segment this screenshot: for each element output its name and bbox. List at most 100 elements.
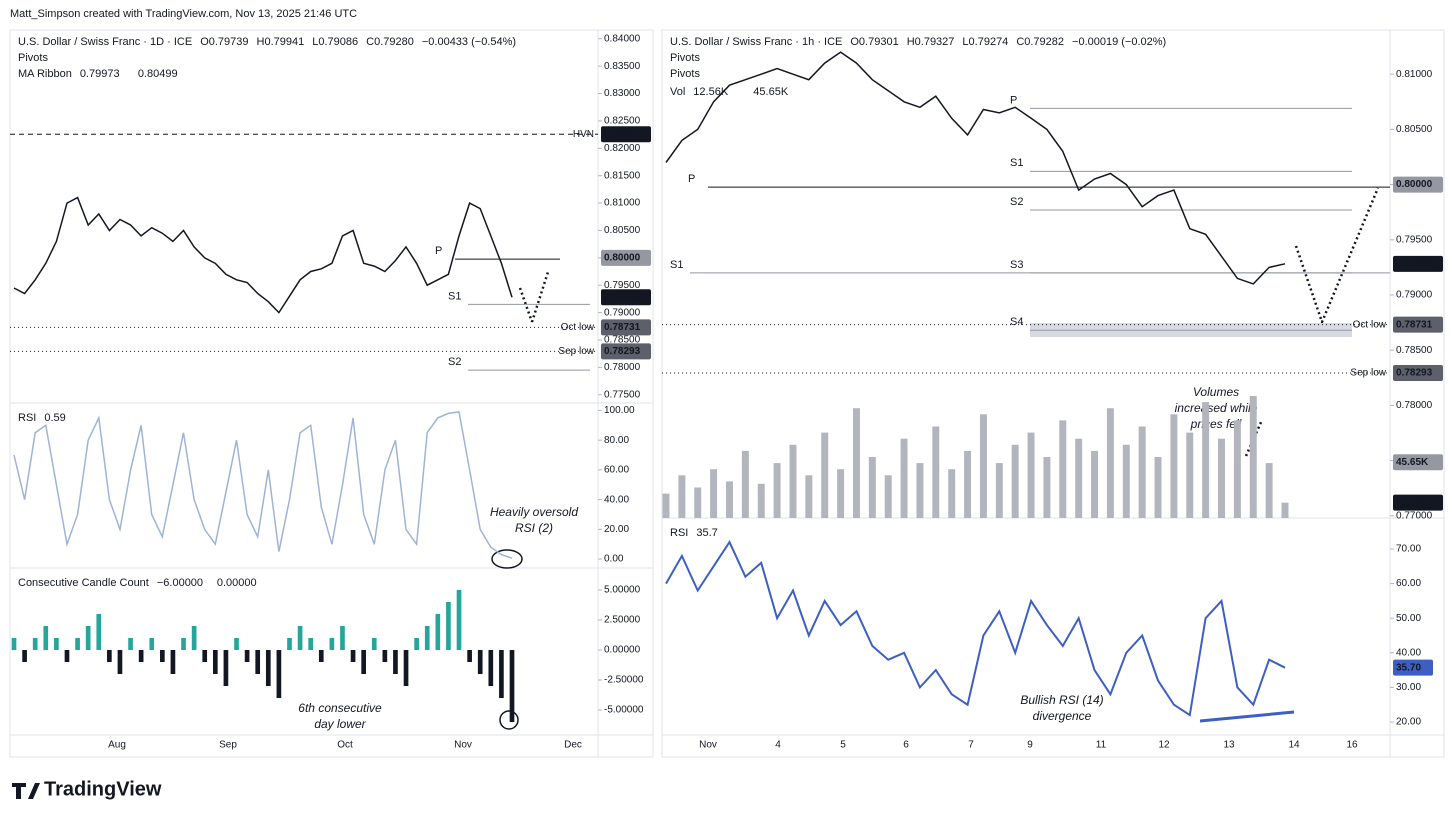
annotation: prices fell: [1190, 417, 1242, 431]
bar: [22, 649, 27, 663]
annotation: 6th consecutive: [298, 701, 382, 715]
logo-mark: [12, 783, 40, 799]
bar: [1154, 457, 1162, 518]
price-label: 45.65K: [1396, 457, 1429, 468]
bar: [837, 469, 845, 518]
y-tick-label: 0.80500: [1396, 124, 1433, 135]
y-tick-label: 0.78000: [604, 362, 641, 373]
bar: [1091, 450, 1099, 518]
pivot-label: S1: [448, 290, 461, 302]
x-tick-label: 5: [840, 740, 846, 751]
bar: [884, 475, 892, 518]
price-label-box: [601, 289, 651, 306]
bar: [223, 649, 229, 687]
bar: [757, 483, 765, 518]
y-tick-label: 0.00: [604, 554, 624, 565]
annotation: divergence: [1033, 709, 1092, 723]
legend-value: 0.00000: [217, 577, 257, 589]
bar: [308, 637, 314, 650]
bar: [170, 649, 176, 675]
legend-ohlc: C0.79282: [1016, 36, 1064, 48]
pivot-label: S4: [1010, 316, 1023, 328]
bar: [212, 649, 218, 675]
legend-ohlc: L0.79086: [312, 36, 358, 48]
arrow: [518, 271, 550, 323]
price-line: [665, 540, 1286, 717]
x-tick-label: 9: [1027, 740, 1033, 751]
bar: [54, 637, 59, 650]
pivot-label: S1: [670, 259, 683, 271]
legend-name: RSI: [18, 412, 36, 424]
legend-ohlc: C0.79280: [366, 36, 414, 48]
y-tick-label: 40.00: [604, 494, 629, 505]
y-tick-label: 0.82500: [604, 116, 641, 127]
bar: [107, 649, 112, 663]
pivot-label: S1: [1010, 157, 1023, 169]
price-label: 0.80000: [1396, 179, 1433, 190]
bar: [265, 649, 271, 687]
bar: [948, 469, 956, 518]
legend-study: Pivots: [670, 52, 700, 64]
arrow: [1294, 187, 1380, 326]
price-label: 35.70: [1396, 662, 1421, 673]
x-tick-label: 4: [775, 740, 781, 751]
bar: [244, 649, 250, 663]
y-tick-label: 30.00: [1396, 682, 1421, 693]
annotation: Bullish RSI (14): [1020, 693, 1103, 707]
price-label: 0.78293: [1396, 368, 1433, 379]
bar: [979, 414, 987, 518]
price-label-box: [601, 319, 651, 336]
highlight-circle: [491, 549, 523, 569]
bar: [128, 637, 133, 650]
price-label: 0.79282: [1396, 258, 1433, 269]
bar: [467, 649, 472, 663]
bar: [32, 637, 38, 650]
legend-change: −0.00019 (−0.02%): [1072, 36, 1166, 48]
x-tick-label: Oct: [337, 740, 353, 751]
level-name: Oct low: [561, 322, 595, 333]
bar: [96, 613, 102, 650]
bar: [371, 637, 377, 650]
bar: [297, 625, 303, 650]
legend-ohlc: H0.79941: [257, 36, 305, 48]
y-tick-label: 0.80500: [604, 225, 641, 236]
bar: [340, 625, 345, 650]
bar: [424, 625, 430, 650]
y-tick-label: 0.79000: [1396, 290, 1433, 301]
legend-ohlc: H0.79327: [907, 36, 955, 48]
legend-symbol: U.S. Dollar / Swiss Franc · 1D · ICE: [18, 36, 192, 48]
bar: [318, 649, 324, 663]
x-tick-label: Aug: [108, 740, 126, 751]
y-tick-label: 40.00: [1396, 647, 1421, 658]
bar: [488, 649, 494, 687]
bar: [477, 649, 483, 675]
annotation: increased while: [1175, 401, 1258, 415]
pivot-label: P: [435, 245, 442, 257]
y-tick-label: 0.81000: [1396, 69, 1433, 80]
price-label: 12.56K: [1396, 497, 1429, 508]
legend-change: −0.00433 (−0.54%): [422, 36, 516, 48]
bar: [1249, 396, 1257, 518]
pivot-label: S2: [448, 356, 461, 368]
y-tick-label: 20.00: [604, 524, 629, 535]
bar: [414, 637, 419, 650]
y-tick-label: 0.78500: [1396, 345, 1433, 356]
bar: [456, 589, 462, 650]
bar: [726, 481, 733, 518]
annotation: Volumes: [1193, 385, 1239, 399]
bar: [64, 649, 70, 663]
legend-name: Vol: [670, 86, 685, 98]
price-line: [665, 51, 1286, 285]
y-tick-label: 0.83500: [604, 61, 641, 72]
bar: [350, 649, 356, 663]
y-tick-label: 80.00: [604, 435, 629, 446]
y-tick-label: 0.78500: [604, 335, 641, 346]
y-tick-label: 60.00: [604, 465, 629, 476]
bar: [1233, 420, 1241, 518]
y-tick-label: 2.50000: [604, 615, 641, 626]
price-label-box: [601, 126, 651, 143]
bar: [1138, 426, 1146, 518]
legend-value: 0.79973: [80, 68, 120, 80]
price-label-box: [1393, 255, 1443, 272]
y-tick-label: 0.84000: [604, 33, 641, 44]
